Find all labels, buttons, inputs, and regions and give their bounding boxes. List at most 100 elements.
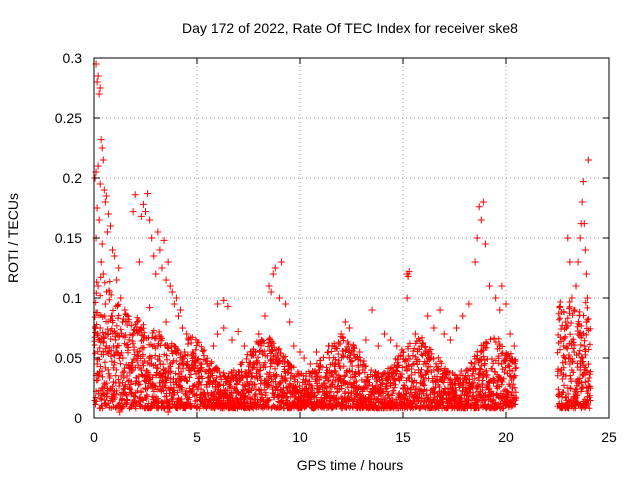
band-marker-2872 bbox=[505, 362, 512, 369]
band-marker-2748 bbox=[487, 336, 494, 343]
data-point-18 bbox=[106, 222, 114, 230]
band-marker-503 bbox=[163, 352, 170, 359]
data-point-21 bbox=[98, 240, 106, 248]
band-marker-3020 bbox=[567, 385, 574, 392]
band-marker-2025 bbox=[383, 380, 390, 387]
data-point-23 bbox=[111, 252, 119, 260]
band-marker-1098 bbox=[249, 373, 256, 380]
band-marker-430 bbox=[153, 335, 160, 342]
band-marker-344 bbox=[140, 344, 147, 351]
band-marker-1895 bbox=[364, 385, 371, 392]
band-marker-2363 bbox=[431, 396, 438, 403]
band-marker-1771 bbox=[346, 355, 353, 362]
band-marker-130 bbox=[109, 319, 116, 326]
data-point-65 bbox=[162, 276, 170, 284]
band-marker-1658 bbox=[330, 374, 337, 381]
data-point-176 bbox=[370, 390, 378, 398]
band-marker-162 bbox=[114, 302, 121, 309]
band-marker-515 bbox=[165, 345, 172, 352]
data-point-97 bbox=[224, 302, 232, 310]
band-marker-2700 bbox=[480, 353, 487, 360]
band-marker-310 bbox=[135, 317, 142, 324]
data-point-110 bbox=[282, 300, 290, 308]
data-point-74 bbox=[162, 318, 170, 326]
data-point-86 bbox=[189, 390, 197, 398]
band-marker-1112 bbox=[251, 381, 258, 388]
band-marker-2684 bbox=[478, 362, 485, 369]
band-marker-445 bbox=[155, 398, 162, 405]
data-point-136 bbox=[350, 342, 358, 350]
band-marker-2501 bbox=[451, 371, 458, 378]
data-point-78 bbox=[154, 342, 162, 350]
x-tick-label-4: 20 bbox=[498, 429, 514, 445]
data-point-151 bbox=[424, 312, 432, 320]
band-marker-75 bbox=[101, 313, 108, 320]
band-marker-2694 bbox=[479, 377, 486, 384]
band-marker-180 bbox=[117, 360, 124, 367]
band-marker-1634 bbox=[326, 372, 333, 379]
band-marker-2803 bbox=[495, 360, 502, 367]
band-marker-1790 bbox=[349, 357, 356, 364]
band-marker-1111 bbox=[251, 381, 258, 388]
band-marker-229 bbox=[124, 312, 131, 319]
band-marker-319 bbox=[136, 381, 143, 388]
band-marker-1645 bbox=[328, 348, 335, 355]
data-point-38 bbox=[102, 342, 110, 350]
band-marker-1275 bbox=[275, 387, 282, 394]
band-marker-1237 bbox=[269, 386, 276, 393]
band-marker-573 bbox=[173, 346, 180, 353]
data-point-153 bbox=[436, 306, 444, 314]
band-marker-1813 bbox=[352, 368, 359, 375]
band-marker-606 bbox=[178, 396, 185, 403]
band-marker-299 bbox=[134, 357, 141, 364]
data-point-36 bbox=[129, 330, 137, 338]
band-marker-640 bbox=[183, 377, 190, 384]
data-point-166 bbox=[492, 294, 500, 302]
band-marker-193 bbox=[119, 395, 126, 402]
band-marker-1149 bbox=[256, 367, 263, 374]
band-marker-342 bbox=[140, 397, 147, 404]
band-marker-1214 bbox=[266, 339, 273, 346]
band-marker-2863 bbox=[504, 393, 511, 400]
band-marker-2434 bbox=[442, 386, 449, 393]
band-marker-724 bbox=[195, 339, 202, 346]
data-point-37 bbox=[112, 336, 120, 344]
band-marker-2636 bbox=[471, 360, 478, 367]
data-point-118 bbox=[253, 372, 261, 380]
band-marker-309 bbox=[135, 373, 142, 380]
data-point-152 bbox=[430, 324, 438, 332]
data-point-185 bbox=[508, 396, 516, 404]
band-marker-470 bbox=[158, 337, 165, 344]
band-marker-2171 bbox=[403, 357, 410, 364]
data-point-43 bbox=[123, 372, 131, 380]
data-point-178 bbox=[401, 384, 409, 392]
band-marker-2889 bbox=[507, 392, 514, 399]
y-tick-label-2: 0.1 bbox=[63, 290, 83, 306]
band-marker-2281 bbox=[420, 381, 427, 388]
band-marker-2151 bbox=[401, 382, 408, 389]
data-point-126 bbox=[284, 368, 292, 376]
data-point-190 bbox=[556, 390, 564, 398]
y-tick-label-6: 0.3 bbox=[63, 50, 83, 66]
band-marker-2858 bbox=[503, 391, 510, 398]
data-point-49 bbox=[116, 408, 124, 416]
data-point-71 bbox=[177, 306, 185, 314]
band-marker-479 bbox=[160, 361, 167, 368]
band-marker-2258 bbox=[416, 346, 423, 353]
band-marker-1 bbox=[91, 341, 98, 348]
data-point-189 bbox=[481, 402, 489, 410]
data-point-142 bbox=[387, 336, 395, 344]
data-point-33 bbox=[108, 312, 116, 320]
band-marker-166 bbox=[115, 315, 122, 322]
band-marker-1100 bbox=[249, 352, 256, 359]
band-marker-2984 bbox=[562, 359, 569, 366]
band-marker-527 bbox=[166, 404, 173, 411]
data-point-224 bbox=[576, 402, 584, 410]
band-marker-114 bbox=[107, 335, 114, 342]
band-marker-105 bbox=[106, 296, 113, 303]
band-marker-267 bbox=[129, 359, 136, 366]
data-point-217 bbox=[564, 384, 572, 392]
band-marker-546 bbox=[169, 395, 176, 402]
band-marker-1200 bbox=[264, 352, 271, 359]
band-marker-594 bbox=[176, 361, 183, 368]
